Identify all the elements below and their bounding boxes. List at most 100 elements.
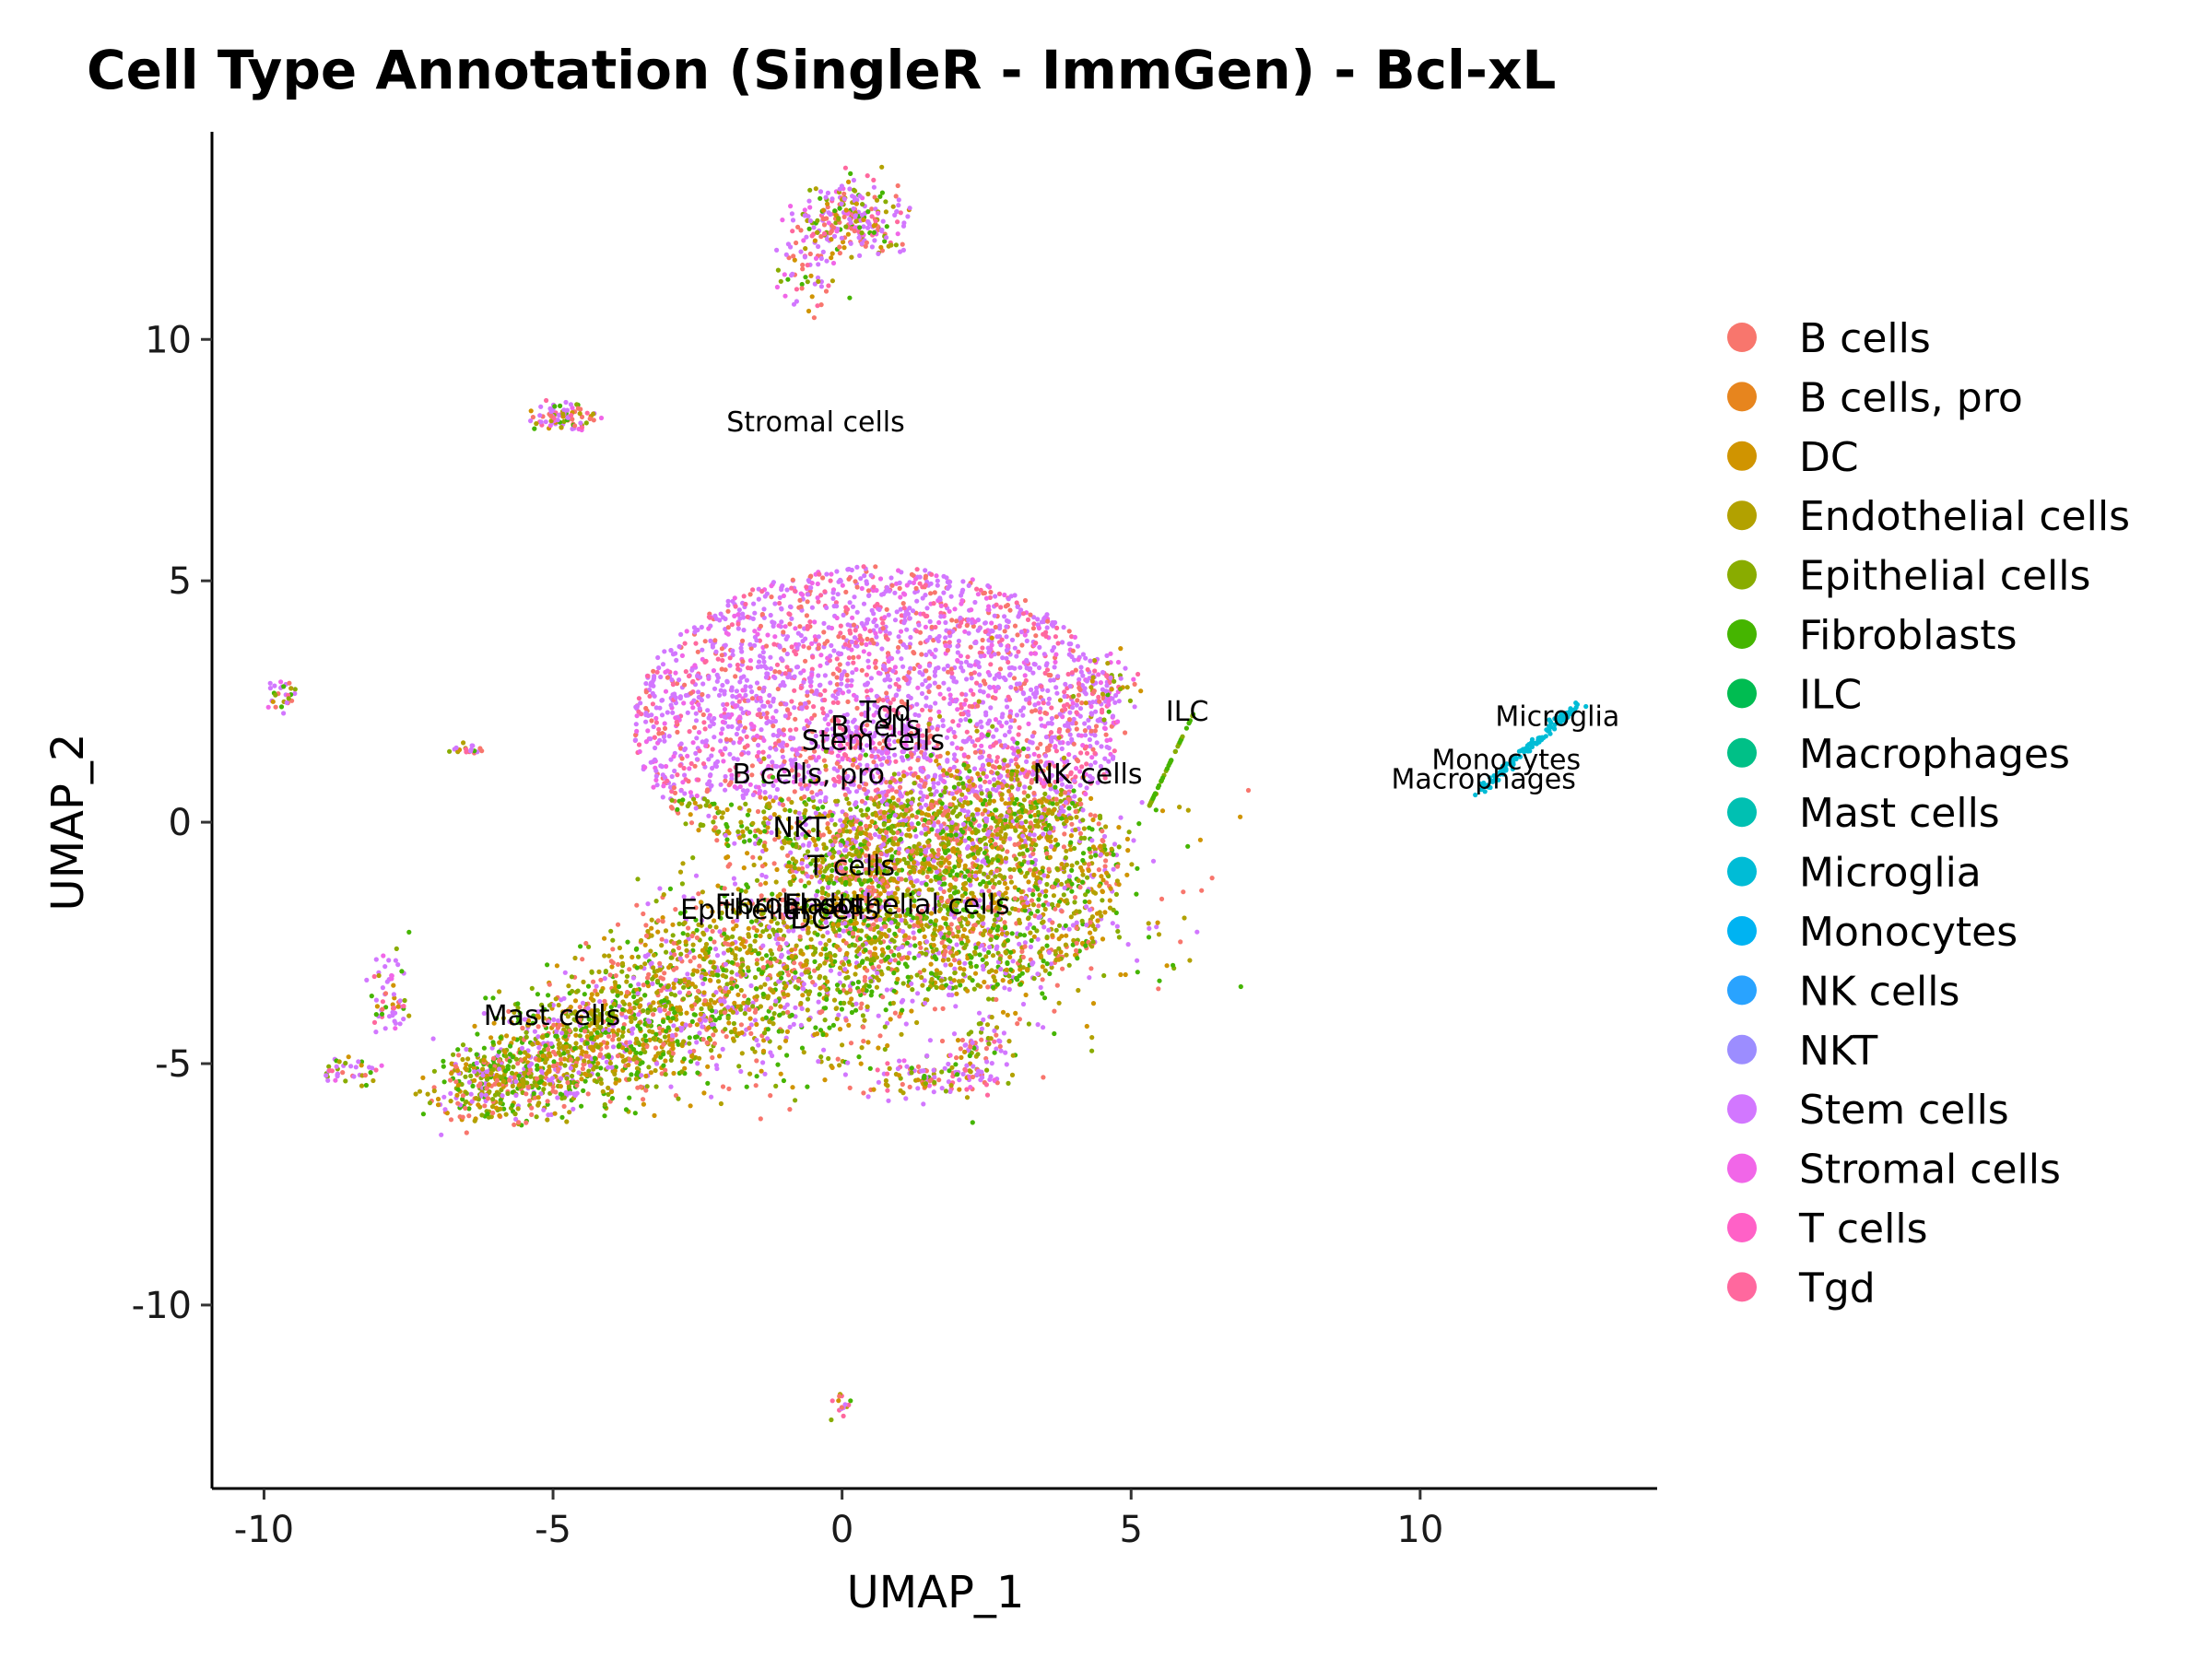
scatter-point [809, 790, 815, 795]
scatter-point [854, 564, 860, 571]
scatter-point [449, 1070, 454, 1077]
scatter-point [898, 594, 903, 600]
scatter-point [950, 719, 956, 724]
scatter-point [937, 753, 943, 759]
scatter-point [714, 838, 720, 843]
scatter-point [610, 947, 616, 952]
scatter-point [1051, 644, 1057, 651]
scatter-point [764, 591, 771, 596]
scatter-point [903, 877, 909, 883]
scatter-point [982, 681, 988, 687]
scatter-point [920, 982, 925, 988]
scatter-point [986, 718, 993, 724]
scatter-point [677, 694, 684, 700]
scatter-point [627, 1095, 632, 1100]
scatter-point [995, 684, 1001, 690]
scatter-point [686, 673, 692, 679]
scatter-point [745, 665, 751, 671]
scatter-point [1067, 710, 1073, 715]
scatter-point [1044, 667, 1051, 673]
scatter-point [805, 1084, 810, 1089]
scatter-point [994, 602, 999, 607]
scatter-point [1002, 733, 1008, 738]
scatter-point [877, 741, 883, 747]
scatter-point [750, 820, 756, 826]
scatter-point [729, 970, 735, 975]
scatter-point [803, 854, 809, 860]
scatter-point [490, 1110, 496, 1116]
scatter-point [899, 613, 904, 618]
scatter-point [733, 674, 738, 679]
scatter-point [682, 641, 688, 646]
scatter-point [774, 786, 781, 793]
scatter-point [866, 652, 872, 657]
scatter-point [694, 757, 700, 762]
scatter-point [716, 809, 722, 815]
scatter-point [880, 620, 886, 626]
scatter-point [822, 1077, 828, 1083]
scatter-point [782, 671, 788, 677]
scatter-point [887, 927, 892, 934]
scatter-point [778, 1071, 783, 1077]
scatter-point [798, 1000, 804, 1006]
scatter-point [660, 662, 666, 667]
scatter-point [1030, 670, 1036, 676]
scatter-point [1054, 625, 1060, 631]
scatter-point [1000, 712, 1006, 717]
scatter-point [720, 657, 725, 664]
scatter-point [848, 683, 854, 688]
scatter-point [959, 660, 964, 665]
scatter-point [724, 829, 731, 834]
scatter-point [993, 841, 998, 847]
scatter-point [1043, 735, 1049, 740]
scatter-point [895, 649, 900, 654]
scatter-point [911, 580, 917, 586]
scatter-point [723, 747, 728, 752]
scatter-point [710, 765, 715, 771]
scatter-point [828, 968, 834, 973]
scatter-point [786, 972, 792, 978]
scatter-point [787, 1024, 793, 1030]
scatter-point [795, 772, 801, 778]
scatter-point [793, 626, 798, 631]
scatter-point [789, 585, 794, 591]
scatter-point [924, 695, 929, 700]
scatter-point [997, 666, 1004, 672]
scatter-point [859, 712, 865, 717]
scatter-point [724, 1034, 729, 1040]
scatter-point [788, 850, 794, 855]
scatter-point [794, 726, 799, 732]
scatter-point [671, 785, 677, 791]
scatter-point [716, 692, 723, 699]
scatter-point [765, 632, 771, 638]
scatter-point [672, 768, 677, 774]
scatter-point [996, 818, 1003, 823]
scatter-point [1134, 891, 1139, 897]
scatter-point [745, 851, 750, 856]
scatter-point [875, 704, 880, 710]
scatter-point [1038, 741, 1043, 747]
scatter-point [963, 659, 970, 665]
scatter-point [642, 942, 648, 947]
scatter-point [785, 992, 791, 998]
scatter-point [959, 746, 964, 751]
scatter-point [1088, 728, 1094, 734]
scatter-point [859, 723, 865, 728]
scatter-point [802, 883, 808, 888]
scatter-point [771, 812, 777, 818]
scatter-point [567, 1110, 572, 1115]
scatter-point [1086, 724, 1092, 730]
scatter-point [670, 652, 677, 657]
scatter-point [858, 807, 864, 813]
scatter-point [763, 643, 770, 649]
scatter-point [1022, 632, 1028, 638]
scatter-point [925, 774, 931, 780]
scatter-point [1053, 748, 1059, 754]
scatter-point [754, 638, 759, 643]
scatter-point [836, 779, 842, 784]
scatter-point [645, 728, 651, 734]
scatter-point [1008, 685, 1014, 690]
scatter-point [755, 712, 760, 718]
scatter-point [886, 737, 892, 743]
scatter-point [918, 641, 924, 646]
